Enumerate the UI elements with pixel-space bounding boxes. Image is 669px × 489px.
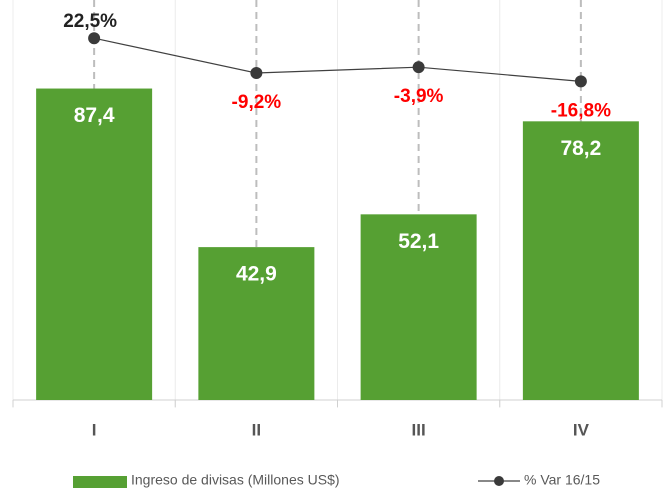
x-tick-label: III [412,420,426,439]
legend-label: % Var 16/15 [524,472,600,488]
bar-value-label: 52,1 [398,230,439,253]
bar [360,214,477,400]
bar-value-label: 87,4 [74,104,115,127]
legend-label: Ingreso de divisas (Millones US$) [131,472,340,488]
bar-value-label: 78,2 [560,137,601,160]
line-value-label: -16,8% [551,100,611,121]
bar [522,121,639,400]
line-point [412,61,425,74]
line-value-label: 22,5% [63,11,117,32]
bar [198,247,315,400]
x-tick-label: I [92,420,97,439]
line-point [574,75,587,88]
line-value-label: -3,9% [394,86,444,107]
x-tick-label: IV [573,420,590,439]
x-tick-label: II [252,420,261,439]
bar-value-label: 42,9 [236,263,277,286]
line-value-label: -9,2% [232,92,282,113]
line [93,37,581,82]
bar [36,88,153,401]
legend-marker [494,476,504,486]
line-point [88,32,101,45]
line-point [250,67,263,80]
legend-swatch [73,476,127,488]
